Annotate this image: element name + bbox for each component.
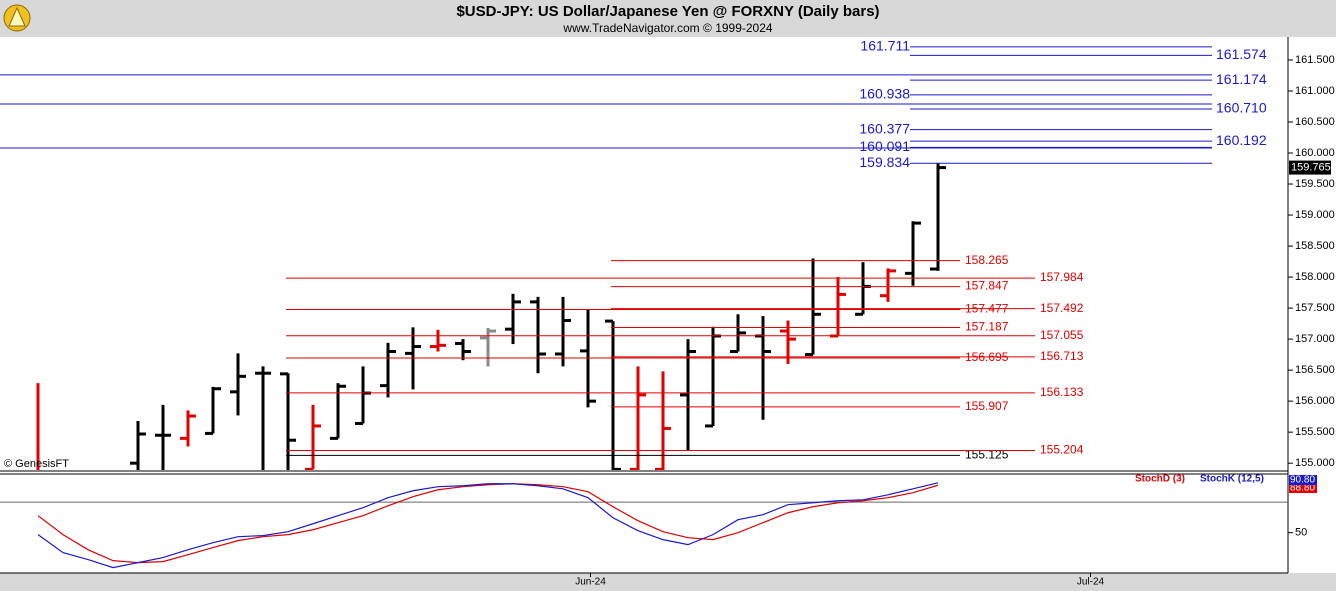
- y-tick-label: 50: [1295, 527, 1307, 539]
- chart-title: $USD-JPY: US Dollar/Japanese Yen @ FORXN…: [456, 3, 879, 20]
- y-tick-label: 156.000: [1295, 395, 1335, 407]
- level-label-bg: [963, 351, 1009, 366]
- header-bg: [0, 0, 1336, 37]
- stoch-panel: [0, 482, 1288, 569]
- level-label-bg: [1038, 301, 1084, 316]
- level-label: 160.091: [859, 138, 910, 154]
- end-label-box: [1289, 483, 1317, 493]
- level-label: 161.574: [1216, 46, 1267, 62]
- level-label: 160.377: [859, 120, 910, 136]
- y-tick-label: 156.500: [1295, 364, 1335, 376]
- x-tick-label: Jul-24: [1077, 577, 1105, 588]
- level-label: 157.984: [1040, 270, 1084, 284]
- level-label-bg: [1038, 271, 1084, 286]
- level-label: 158.265: [965, 253, 1009, 267]
- level-label: 160.192: [1216, 132, 1267, 148]
- stoch-line: [37, 483, 939, 564]
- last-price-label: 159.765: [1291, 161, 1331, 173]
- level-label: 156.713: [1040, 349, 1084, 363]
- end-label: 90.80: [1290, 475, 1315, 486]
- level-label: 160.710: [1216, 100, 1267, 116]
- level-label: 155.125: [965, 448, 1009, 462]
- level-label-bg: [1038, 443, 1084, 458]
- stoch-line: [37, 482, 939, 569]
- x-tick-label: Jun-24: [575, 577, 606, 588]
- level-label-bg: [963, 448, 1009, 463]
- end-label: 88.80: [1290, 483, 1315, 494]
- legend-label: StochD (3): [1135, 474, 1185, 485]
- last-price-box: [1289, 160, 1331, 175]
- level-label: 155.204: [1040, 443, 1084, 457]
- end-label-box: [1289, 475, 1317, 485]
- level-label-bg: [1038, 328, 1084, 343]
- level-label: 159.834: [859, 154, 910, 170]
- y-tick-label: 157.500: [1295, 302, 1335, 314]
- level-label: 156.133: [1040, 385, 1084, 399]
- level-label-bg: [963, 320, 1009, 335]
- level-label-bg: [963, 253, 1009, 268]
- level-label: 161.174: [1216, 71, 1267, 87]
- y-tick-label: 159.500: [1295, 178, 1335, 190]
- level-label-bg: [1038, 385, 1084, 400]
- chart-subtitle: www.TradeNavigator.com © 1999-2024: [562, 21, 772, 35]
- level-label: 157.187: [965, 320, 1009, 334]
- y-tick-label: 161.000: [1295, 85, 1335, 97]
- logo: [3, 4, 31, 32]
- level-label: 157.055: [1040, 328, 1084, 342]
- price-panel: [0, 74, 1212, 470]
- y-tick-label: 160.000: [1295, 147, 1335, 159]
- level-label-bg: [1038, 349, 1084, 364]
- level-label-bg: [963, 279, 1009, 294]
- level-label-bg: [963, 302, 1009, 317]
- overlay: 155.000 155.500 156.000 156.500 157.000 157.5…: [4, 38, 1335, 588]
- legend-label: StochK (12,5): [1200, 474, 1264, 485]
- level-label-bg: [963, 399, 1009, 414]
- y-tick-label: 160.500: [1295, 116, 1335, 128]
- y-tick-label: 155.500: [1295, 426, 1335, 438]
- level-label: 161.711: [860, 38, 910, 54]
- level-label: 160.938: [859, 86, 910, 102]
- watermark: © GenesisFT: [4, 458, 69, 470]
- y-tick-label: 158.500: [1295, 240, 1335, 252]
- y-tick-label: 158.000: [1295, 271, 1335, 283]
- x-axis-bg: [0, 573, 1336, 591]
- level-label: 157.847: [965, 279, 1009, 293]
- level-label: 155.907: [965, 399, 1009, 413]
- y-tick-label: 161.500: [1295, 54, 1335, 66]
- y-tick-label: 157.000: [1295, 333, 1335, 345]
- level-label: 157.492: [1040, 301, 1084, 315]
- y-tick-label: 159.000: [1295, 209, 1335, 221]
- y-tick-label: 155.000: [1295, 457, 1335, 469]
